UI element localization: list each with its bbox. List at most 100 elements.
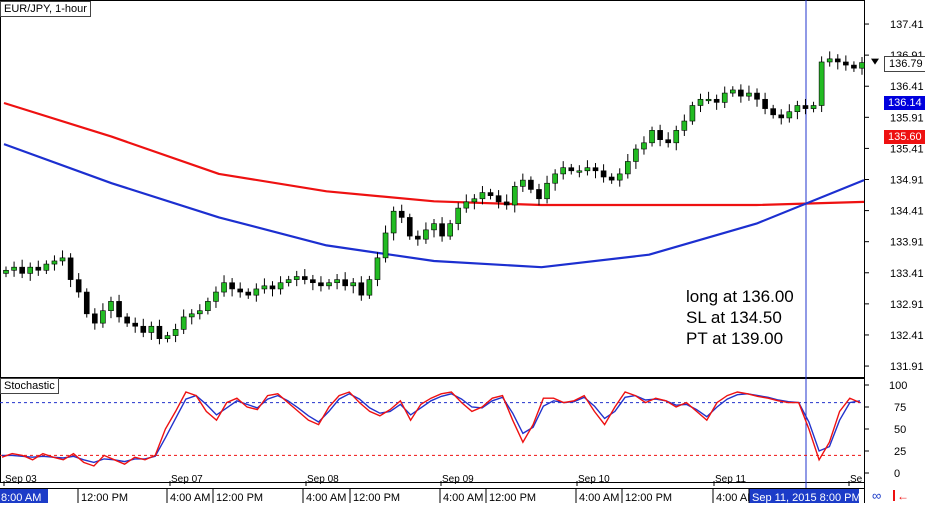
candle-body — [439, 223, 445, 237]
candle-body — [301, 276, 308, 280]
candle-body — [625, 161, 631, 175]
candle-body — [100, 310, 106, 324]
candle-body — [3, 269, 9, 274]
candle-body — [124, 316, 130, 324]
candle-body — [762, 98, 768, 109]
price-tick-label: 134.41 — [890, 206, 924, 218]
candle-body — [245, 291, 252, 296]
stochastic-k-line — [1, 391, 861, 467]
candle-body — [423, 229, 429, 240]
candle-body — [83, 291, 90, 315]
candle-body — [520, 179, 526, 187]
candle-body — [221, 282, 227, 293]
price-tick-label: 133.91 — [890, 237, 924, 249]
candle-body — [19, 266, 25, 274]
time-label: 4:00 AM — [306, 492, 346, 503]
time-label: 4:00 AM — [716, 492, 756, 503]
time-label: 12:00 PM — [625, 492, 672, 503]
candle-body — [697, 98, 704, 106]
candle-body — [11, 266, 17, 271]
stochastic-pane-frame — [0, 378, 865, 483]
candle-body — [665, 139, 671, 144]
candle-body — [552, 173, 558, 184]
candle-body — [608, 176, 615, 181]
candle-body — [576, 170, 583, 173]
candle-body — [59, 257, 66, 262]
price-tick-label: 132.91 — [890, 299, 924, 311]
candle-body — [641, 142, 647, 150]
candle-body — [35, 266, 42, 271]
price-tick-label: 135.41 — [890, 143, 924, 155]
candle-body — [398, 210, 405, 218]
time-marker-bg — [749, 489, 859, 503]
price-marker-1: 136.79 — [884, 55, 925, 72]
moving-average-line-1 — [3, 101, 865, 207]
date-label: Sep 08 — [307, 474, 339, 485]
candle-body — [479, 192, 486, 200]
candle-body — [770, 108, 776, 116]
candle-body — [729, 89, 736, 94]
candle-body — [431, 223, 437, 231]
candle-body — [721, 92, 728, 103]
candle-body — [794, 105, 801, 113]
time-label: 12:00 PM — [353, 492, 400, 503]
stochastic-tick-label: 50 — [894, 424, 906, 436]
stochastic-tick-label: 25 — [894, 446, 906, 458]
candle-body — [116, 301, 122, 318]
candle-body — [310, 279, 316, 284]
candle-body — [568, 167, 575, 172]
time-label: Sep 11, 2015 8:00 PM — [752, 492, 861, 503]
price-tick-label: 131.91 — [890, 361, 924, 373]
scroll-end-icon: ← — [897, 489, 909, 503]
candle-body — [455, 207, 462, 224]
candle-body — [705, 98, 712, 102]
candle-body — [366, 279, 373, 296]
candle-body — [584, 167, 591, 172]
price-tick-label: 132.41 — [890, 330, 924, 342]
candle-body — [738, 89, 744, 97]
candle-body — [495, 195, 502, 203]
time-label: 12:00 PM — [216, 492, 263, 503]
candle-body — [148, 325, 155, 333]
candle-body — [487, 192, 494, 196]
candle-body — [132, 322, 139, 327]
date-label: Sep 11 — [715, 474, 746, 485]
candle-body — [67, 257, 74, 280]
candle-body — [528, 179, 534, 190]
candle-body — [673, 130, 680, 144]
candle-body — [27, 266, 34, 274]
time-label: 8:00 AM — [1, 492, 41, 503]
candle-body — [108, 301, 114, 312]
candle-body — [342, 279, 348, 287]
candle-body — [326, 282, 332, 287]
candle-body — [834, 58, 841, 63]
price-marker-3: 135.60 — [884, 129, 925, 144]
stochastic-tick-label: 0 — [894, 468, 900, 480]
candle-body — [374, 257, 381, 280]
candle-body — [600, 170, 607, 178]
stochastic-label: Stochastic — [0, 378, 59, 394]
candle-body — [229, 282, 235, 290]
candle-body — [180, 316, 187, 330]
candle-body — [285, 279, 292, 284]
date-label: Sep 10 — [578, 474, 610, 485]
moving-average-line-2 — [3, 143, 865, 269]
candle-body — [261, 285, 268, 290]
candle-body — [43, 263, 50, 271]
price-marker-2: 136.14 — [884, 96, 925, 110]
candle-body — [350, 282, 357, 287]
bid-arrow-icon — [871, 58, 879, 65]
candle-body — [818, 61, 825, 106]
candle-body — [253, 288, 260, 296]
candle-body — [293, 276, 300, 280]
candle-body — [754, 92, 760, 100]
candle-body — [463, 201, 470, 209]
annotation-line: long at 136.00 — [686, 287, 794, 306]
candle-body — [318, 282, 324, 287]
stochastic-tick-label: 75 — [894, 402, 906, 414]
candle-body — [164, 335, 171, 339]
candle-body — [810, 105, 817, 109]
candle-body — [447, 223, 453, 237]
candle-body — [536, 189, 542, 200]
date-label: Sep 07 — [171, 474, 203, 485]
